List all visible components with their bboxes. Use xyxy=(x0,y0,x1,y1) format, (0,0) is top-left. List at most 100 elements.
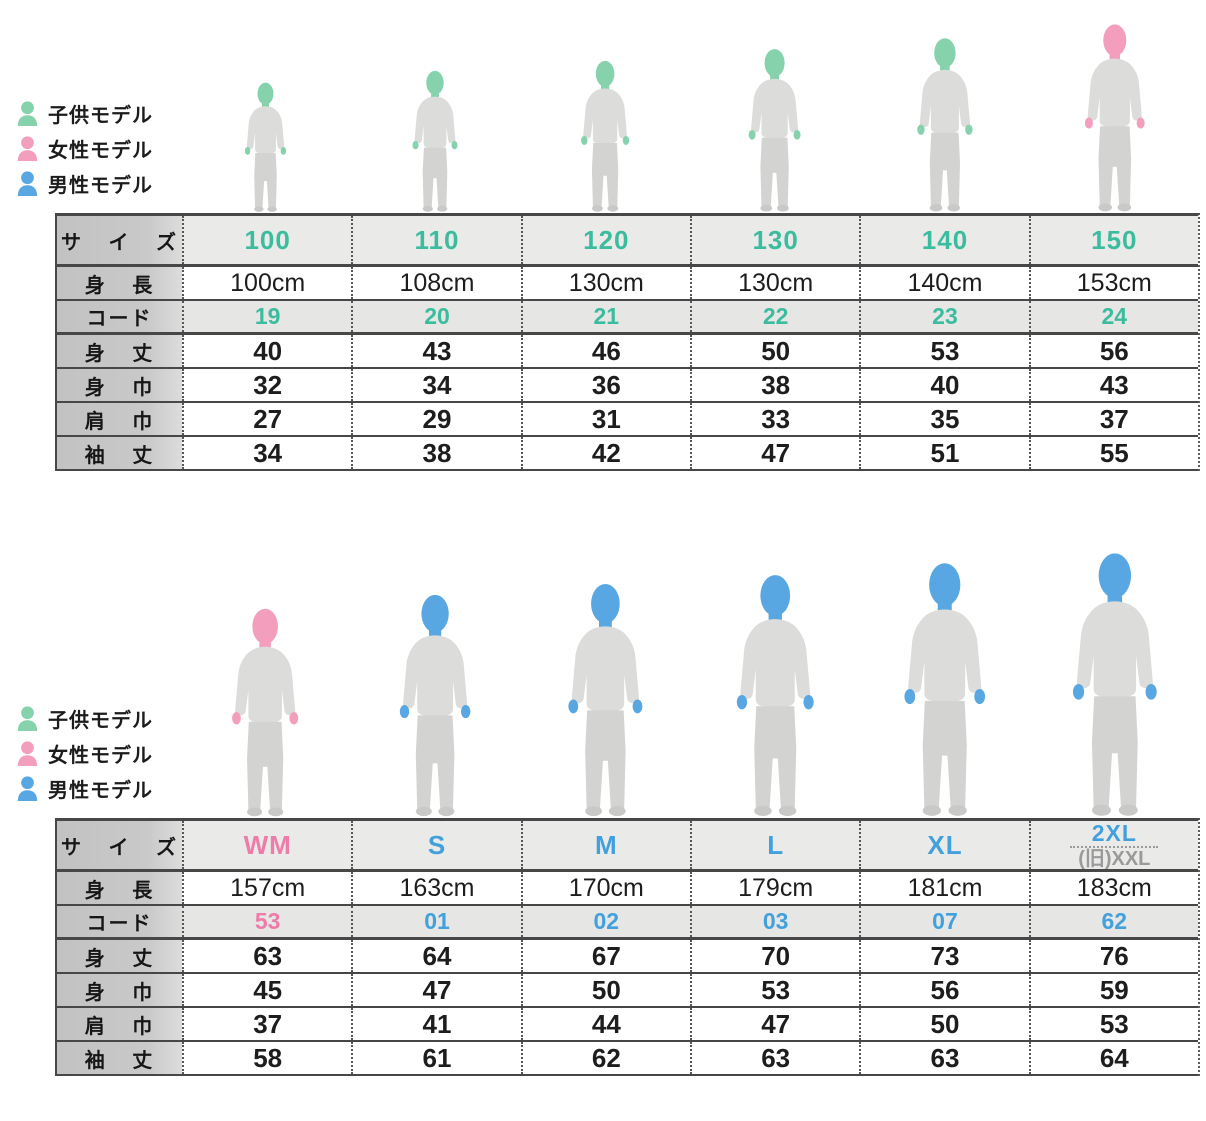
size-header-row: サ イ ズ WM S M L XL 2XL (旧)XXL xyxy=(57,821,1198,872)
cell-value: 63 xyxy=(761,1042,791,1073)
cell-value: 47 xyxy=(422,974,452,1005)
cell-value: 33 xyxy=(761,403,791,434)
measurement-cell: 40 xyxy=(859,369,1028,401)
cell-value: 62 xyxy=(591,1042,621,1073)
measurement-cell: 67 xyxy=(520,940,690,972)
size-row-label: サ イ ズ xyxy=(57,216,182,264)
table-row: 身 丈 40 43 46 50 53 56 xyxy=(57,335,1198,369)
size-label: XL xyxy=(927,829,963,860)
table-row: 袖 丈 58 61 62 63 63 64 xyxy=(57,1042,1198,1076)
cell-value: 23 xyxy=(932,303,958,329)
model-figure-female xyxy=(221,606,309,818)
model-figure-child xyxy=(238,81,293,213)
cell-value: 45 xyxy=(253,974,283,1005)
cell-value: 40 xyxy=(930,369,960,400)
cell-value: 53 xyxy=(761,974,791,1005)
table-row: コード 19 20 21 22 23 24 xyxy=(57,301,1198,335)
cell-value: 50 xyxy=(591,974,621,1005)
adults-figure-stage: 子供モデル 女性モデル 男性モデル xyxy=(0,550,1206,818)
legend-item-label: 女性モデル xyxy=(48,140,153,162)
table-row: 身 長 100cm 108cm 130cm 130cm 140cm 153cm xyxy=(57,267,1198,301)
cell-value: 63 xyxy=(253,940,283,971)
measurement-cell: 45 xyxy=(182,974,351,1006)
cell-value: 63 xyxy=(930,1042,960,1073)
row-label: 身 丈 xyxy=(57,940,182,972)
measurement-cell: 38 xyxy=(689,369,859,401)
table-row: 身 丈 63 64 67 70 73 76 xyxy=(57,940,1198,974)
female-model-icon xyxy=(17,136,38,162)
row-label: 身 長 xyxy=(57,872,182,904)
height-cell: 130cm xyxy=(689,267,859,299)
height-cell: 181cm xyxy=(859,872,1028,904)
cell-value: 47 xyxy=(761,1008,791,1039)
cell-value: 37 xyxy=(253,1008,283,1039)
measurement-cell: 35 xyxy=(859,403,1028,435)
cell-value: 44 xyxy=(591,1008,621,1039)
cell-value: 27 xyxy=(253,403,283,434)
cell-value: 38 xyxy=(761,369,791,400)
cell-value: 50 xyxy=(761,335,791,366)
cell-value: 53 xyxy=(254,908,281,934)
cell-value: 181cm xyxy=(907,873,983,902)
cell-value: 35 xyxy=(930,403,960,434)
row-label: 袖 丈 xyxy=(57,1042,182,1074)
size-column-header: WM xyxy=(182,821,352,869)
cell-value: 157cm xyxy=(230,873,306,902)
kids-figure-stage: 子供モデル 女性モデル 男性モデル xyxy=(0,0,1206,213)
measurement-cell: 44 xyxy=(520,1008,690,1040)
cell-value: 50 xyxy=(930,1008,960,1039)
cell-value: 56 xyxy=(930,974,960,1005)
measurement-cell: 61 xyxy=(351,1042,520,1074)
cell-value: 130cm xyxy=(568,268,644,297)
measurement-cell: 31 xyxy=(520,403,690,435)
row-label: 肩 巾 xyxy=(57,1008,182,1040)
measurement-cell: 47 xyxy=(689,1008,859,1040)
size-label: 150 xyxy=(1091,224,1138,255)
code-cell: 21 xyxy=(520,301,690,332)
legend-item-female: 女性モデル xyxy=(16,736,153,771)
measurement-cell: 47 xyxy=(351,974,520,1006)
height-cell: 157cm xyxy=(182,872,351,904)
row-label: 身 丈 xyxy=(57,335,182,367)
code-cell: 62 xyxy=(1028,906,1198,937)
cell-value: 37 xyxy=(1099,403,1129,434)
size-label: 120 xyxy=(583,224,630,255)
size-column-header: 130 xyxy=(689,216,860,264)
legend-item-female: 女性モデル xyxy=(16,131,153,166)
cell-value: 62 xyxy=(1101,908,1128,934)
size-label: M xyxy=(594,829,618,860)
code-cell: 20 xyxy=(351,301,521,332)
row-label: 肩 巾 xyxy=(57,403,182,435)
height-cell: 140cm xyxy=(859,267,1028,299)
measurement-cell: 55 xyxy=(1028,437,1198,469)
height-cell: 108cm xyxy=(351,267,520,299)
cell-value: 38 xyxy=(422,437,452,468)
male-model-icon xyxy=(17,776,38,802)
cell-value: 153cm xyxy=(1076,268,1152,297)
measurement-cell: 27 xyxy=(182,403,351,435)
code-cell: 01 xyxy=(351,906,521,937)
measurement-cell: 47 xyxy=(689,437,859,469)
size-column-header: L xyxy=(689,821,860,869)
size-label: 140 xyxy=(921,224,969,255)
old-size-label: (旧)XXL xyxy=(1070,845,1159,870)
kids-section: 子供モデル 女性モデル 男性モデル xyxy=(0,0,1206,471)
cell-value: 42 xyxy=(591,437,621,468)
cell-value: 64 xyxy=(422,940,452,971)
legend-item-child: 子供モデル xyxy=(16,96,153,131)
cell-value: 21 xyxy=(593,303,620,329)
measurement-cell: 38 xyxy=(351,437,520,469)
measurement-cell: 53 xyxy=(859,335,1028,367)
cell-value: 07 xyxy=(932,908,958,934)
adults-section: 子供モデル 女性モデル 男性モデル xyxy=(0,550,1206,1076)
measurement-cell: 29 xyxy=(351,403,520,435)
model-legend: 子供モデル 女性モデル 男性モデル xyxy=(16,701,153,806)
size-column-header: 2XL (旧)XXL xyxy=(1028,821,1198,870)
row-label: コード xyxy=(57,906,182,937)
cell-value: 02 xyxy=(593,908,620,934)
cell-value: 67 xyxy=(591,940,621,971)
measurement-cell: 63 xyxy=(859,1042,1028,1074)
cell-value: 47 xyxy=(761,437,791,468)
model-figure-male xyxy=(388,592,482,818)
measurement-cell: 56 xyxy=(1028,335,1198,367)
